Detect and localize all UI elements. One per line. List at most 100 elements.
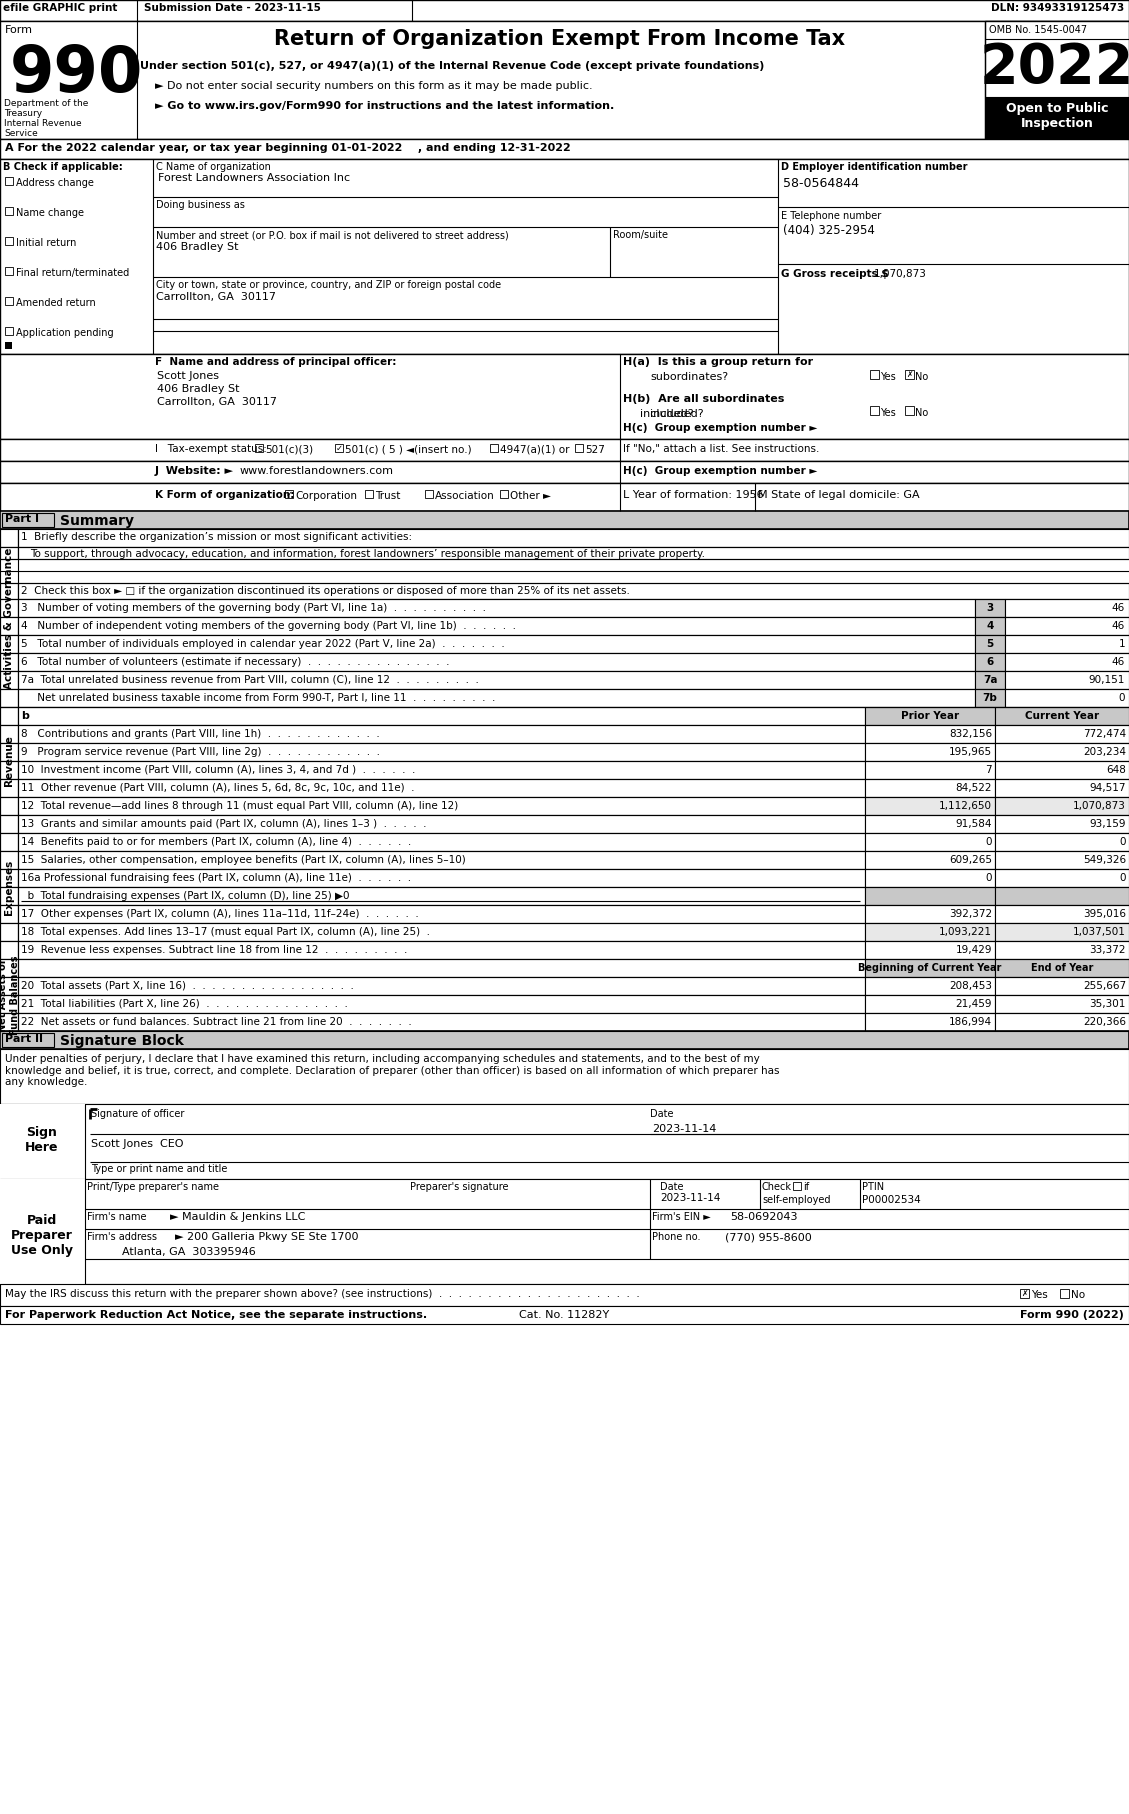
Text: 2  Check this box ► □ if the organization discontinued its operations or dispose: 2 Check this box ► □ if the organization…: [21, 586, 630, 597]
Text: End of Year: End of Year: [1031, 963, 1093, 972]
Text: C Name of organization: C Name of organization: [156, 161, 271, 172]
Text: 406 Bradley St: 406 Bradley St: [157, 385, 239, 394]
Text: ✗: ✗: [1022, 1290, 1027, 1299]
Bar: [18, 530, 1129, 548]
Bar: [0, 671, 18, 689]
Bar: [500, 490, 508, 499]
Bar: [0, 1306, 1129, 1324]
Bar: [18, 1012, 865, 1030]
Bar: [18, 869, 865, 887]
Text: 14  Benefits paid to or for members (Part IX, column (A), line 4)  .  .  .  .  .: 14 Benefits paid to or for members (Part…: [21, 836, 411, 847]
Bar: [0, 530, 18, 548]
Text: Carrollton, GA  30117: Carrollton, GA 30117: [157, 397, 277, 406]
Bar: [0, 0, 1129, 22]
Bar: [365, 490, 373, 499]
Text: Yes: Yes: [879, 408, 895, 417]
Text: 832,156: 832,156: [948, 729, 992, 738]
Text: Atlanta, GA  303395946: Atlanta, GA 303395946: [87, 1246, 256, 1257]
Bar: [0, 617, 18, 635]
Text: 3: 3: [987, 602, 994, 613]
Text: Internal Revenue: Internal Revenue: [5, 120, 81, 129]
Text: Yes: Yes: [879, 372, 895, 383]
Text: 220,366: 220,366: [1083, 1018, 1126, 1027]
Bar: [425, 490, 434, 499]
Text: 2022: 2022: [980, 42, 1129, 94]
Bar: [18, 960, 865, 978]
Bar: [995, 726, 1129, 744]
Text: Part II: Part II: [5, 1034, 43, 1045]
Text: Expenses: Expenses: [5, 860, 14, 914]
Bar: [18, 923, 865, 941]
Bar: [0, 354, 1129, 439]
Text: 6   Total number of volunteers (estimate if necessary)  .  .  .  .  .  .  .  .  : 6 Total number of volunteers (estimate i…: [21, 657, 449, 668]
Text: 2023-11-14: 2023-11-14: [653, 1125, 717, 1134]
Bar: [18, 599, 975, 617]
Text: Print/Type preparer's name: Print/Type preparer's name: [87, 1183, 219, 1192]
Text: 195,965: 195,965: [948, 747, 992, 756]
Text: 46: 46: [1112, 620, 1124, 631]
Text: 1  Briefly describe the organization’s mission or most significant activities:: 1 Briefly describe the organization’s mi…: [21, 532, 412, 542]
Bar: [0, 762, 18, 778]
Text: self-employed: self-employed: [762, 1195, 831, 1204]
Text: 10  Investment income (Part VIII, column (A), lines 3, 4, and 7d )  .  .  .  .  : 10 Investment income (Part VIII, column …: [21, 766, 415, 775]
Text: PTIN: PTIN: [863, 1183, 884, 1192]
Bar: [18, 671, 975, 689]
Text: No: No: [1071, 1290, 1085, 1301]
Bar: [865, 960, 995, 978]
Bar: [0, 726, 18, 744]
Text: 0: 0: [986, 836, 992, 847]
Bar: [0, 887, 18, 905]
Text: www.forestlandowners.com: www.forestlandowners.com: [240, 466, 394, 475]
Text: Address change: Address change: [16, 178, 94, 189]
Text: b: b: [21, 711, 29, 720]
Text: Beginning of Current Year: Beginning of Current Year: [858, 963, 1001, 972]
Text: Doing business as: Doing business as: [156, 200, 245, 210]
Bar: [995, 905, 1129, 923]
Text: Return of Organization Exempt From Income Tax: Return of Organization Exempt From Incom…: [274, 29, 846, 49]
Text: Submission Date - 2023-11-15: Submission Date - 2023-11-15: [145, 4, 321, 13]
Bar: [905, 370, 914, 379]
Text: (404) 325-2954: (404) 325-2954: [784, 223, 875, 238]
Text: 90,151: 90,151: [1088, 675, 1124, 686]
Bar: [1005, 671, 1129, 689]
Bar: [0, 923, 18, 941]
Text: 33,372: 33,372: [1089, 945, 1126, 954]
Text: included?: included?: [640, 408, 693, 419]
Text: 13  Grants and similar amounts paid (Part IX, column (A), lines 1–3 )  .  .  .  : 13 Grants and similar amounts paid (Part…: [21, 818, 427, 829]
Bar: [0, 439, 1129, 461]
Bar: [0, 599, 18, 617]
Text: K Form of organization:: K Form of organization:: [155, 490, 295, 501]
Bar: [0, 707, 18, 726]
Bar: [975, 617, 1005, 635]
Text: Under penalties of perjury, I declare that I have examined this return, includin: Under penalties of perjury, I declare th…: [5, 1054, 779, 1087]
Text: No: No: [914, 372, 928, 383]
Text: A For the 2022 calendar year, or tax year beginning 01-01-2022    , and ending 1: A For the 2022 calendar year, or tax yea…: [5, 143, 571, 152]
Text: 93,159: 93,159: [1089, 818, 1126, 829]
Text: 91,584: 91,584: [955, 818, 992, 829]
Text: Net unrelated business taxable income from Form 990-T, Part I, line 11  .  .  . : Net unrelated business taxable income fr…: [21, 693, 496, 704]
Bar: [975, 689, 1005, 707]
Text: 1,112,650: 1,112,650: [939, 802, 992, 811]
Text: Carrollton, GA  30117: Carrollton, GA 30117: [156, 292, 275, 301]
Text: H(c)  Group exemption number ►: H(c) Group exemption number ►: [623, 423, 817, 434]
Text: 20  Total assets (Part X, line 16)  .  .  .  .  .  .  .  .  .  .  .  .  .  .  . : 20 Total assets (Part X, line 16) . . . …: [21, 981, 353, 990]
Bar: [1019, 1290, 1029, 1299]
Bar: [0, 689, 18, 707]
Bar: [1060, 1290, 1069, 1299]
Text: 4   Number of independent voting members of the governing body (Part VI, line 1b: 4 Number of independent voting members o…: [21, 620, 516, 631]
Bar: [0, 814, 18, 833]
Bar: [575, 444, 583, 452]
Text: Trust: Trust: [375, 492, 401, 501]
Text: 9   Program service revenue (Part VIII, line 2g)  .  .  .  .  .  .  .  .  .  .  : 9 Program service revenue (Part VIII, li…: [21, 747, 380, 756]
Text: Firm's name: Firm's name: [87, 1212, 147, 1223]
Bar: [865, 851, 995, 869]
Text: City or town, state or province, country, and ZIP or foreign postal code: City or town, state or province, country…: [156, 279, 501, 290]
Bar: [995, 744, 1129, 762]
Bar: [0, 582, 18, 599]
Text: 0: 0: [986, 873, 992, 883]
Bar: [0, 483, 1129, 512]
Text: 12  Total revenue—add lines 8 through 11 (must equal Part VIII, column (A), line: 12 Total revenue—add lines 8 through 11 …: [21, 802, 458, 811]
Bar: [865, 833, 995, 851]
Text: Part I: Part I: [5, 513, 40, 524]
Bar: [5, 327, 14, 336]
